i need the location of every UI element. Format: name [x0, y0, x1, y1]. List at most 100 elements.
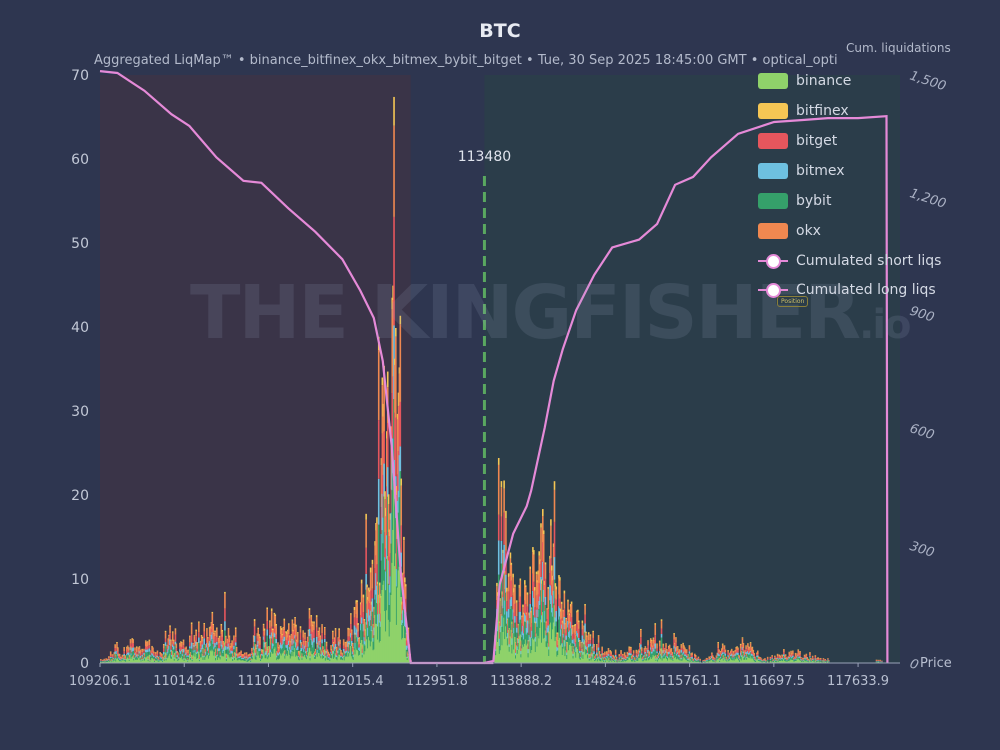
legend-item-bitfinex[interactable]: bitfinex [758, 96, 941, 126]
long-bar-bitget [314, 653, 316, 656]
short-bar-bitfinex [550, 519, 552, 526]
short-bar-okx [655, 655, 657, 657]
long-bar-bybit [387, 583, 390, 620]
long-bar-binance [121, 660, 124, 663]
short-bar-bitmex [571, 639, 574, 644]
legend-item-bitget[interactable]: bitget [758, 126, 941, 156]
short-bar-okx [748, 647, 751, 650]
short-bar-bitget [622, 658, 625, 660]
short-bar-bitfinex [637, 650, 639, 652]
long-bar-bybit [366, 624, 368, 640]
short-bar-bitmex [585, 645, 587, 650]
long-bar-bybit [172, 649, 175, 655]
short-bar-okx [670, 648, 673, 652]
legend-item-bybit[interactable]: bybit [758, 186, 941, 216]
short-bar-binance [602, 660, 604, 663]
short-bar-okx [819, 658, 822, 660]
short-bar-bitmex [542, 561, 544, 581]
long-bar-bitget [286, 640, 288, 646]
short-bar-binance [659, 659, 662, 663]
long-bar-bitfinex [395, 486, 398, 496]
short-bar-okx [757, 656, 760, 658]
short-bar-binance [705, 661, 708, 663]
legend-item-cumulated-short[interactable]: Cumulated short liqs [758, 246, 941, 275]
short-bar-binance [794, 660, 797, 663]
short-bar-bitmex [594, 658, 596, 660]
long-bar-bybit [190, 648, 193, 655]
long-bar-binance [383, 580, 385, 663]
long-bar-bybit [176, 656, 179, 659]
long-bar-bitget [348, 647, 350, 652]
long-bar-bitfinex [215, 648, 217, 650]
long-bar-binance [223, 656, 225, 663]
short-bar-bybit [806, 660, 809, 662]
long-bar-bitmex [289, 649, 292, 654]
short-bar-bitget [738, 658, 741, 660]
short-bar-bitmex [595, 652, 598, 656]
long-bar-bitfinex [391, 297, 394, 310]
short-bar-okx [740, 651, 743, 654]
legend-item-binance[interactable]: binance [758, 66, 941, 96]
short-bar-bitget [788, 654, 791, 657]
long-bar-bitfinex [300, 642, 303, 643]
long-bar-bybit [169, 645, 171, 654]
short-bar-bybit [499, 632, 502, 651]
long-bar-bitfinex [259, 636, 261, 638]
short-bar-binance [781, 660, 783, 663]
long-bar-bybit [248, 658, 251, 661]
long-bar-bybit [268, 654, 270, 658]
short-bar-bitmex [789, 657, 791, 659]
short-bar-okx [827, 658, 829, 660]
long-bar-bybit [129, 649, 132, 656]
long-bar-bybit [365, 589, 367, 623]
long-bar-bybit [264, 655, 267, 659]
long-bar-bitfinex [130, 646, 133, 648]
short-bar-okx [792, 650, 794, 655]
long-bar-bybit [198, 642, 200, 652]
short-bar-bitmex [538, 600, 540, 609]
short-bar-bitget [811, 657, 814, 660]
short-bar-bitfinex [721, 648, 723, 650]
long-bar-bybit [251, 655, 253, 659]
cumulated-long-line [99, 70, 494, 665]
long-bar-bitfinex [399, 315, 402, 325]
short-bar-binance [665, 656, 667, 663]
long-bar-bitmex [351, 651, 354, 655]
long-bar-okx [171, 651, 173, 653]
short-bar-bybit [658, 653, 661, 658]
short-bar-bybit [797, 656, 800, 659]
short-bar-okx [797, 649, 800, 653]
short-bar-bitmex [781, 657, 783, 659]
long-bar-binance [365, 622, 367, 663]
legend-item-bitmex[interactable]: bitmex [758, 156, 941, 186]
legend-item-cumulated-long[interactable]: Cumulated long liqs [758, 275, 941, 304]
long-bar-bybit [230, 652, 233, 657]
short-bar-okx [694, 653, 696, 657]
short-bar-bitfinex [640, 647, 643, 649]
short-bar-okx [585, 633, 587, 641]
long-bar-bitfinex [301, 653, 304, 654]
long-bar-okx [235, 647, 238, 652]
short-bar-okx [568, 615, 571, 624]
short-bar-bitget [671, 654, 674, 656]
long-bar-bybit [221, 648, 224, 657]
short-bar-okx [711, 652, 713, 655]
short-bar-bitget [632, 653, 635, 656]
short-bar-bitmex [720, 656, 722, 659]
long-bar-binance [167, 657, 170, 663]
short-bar-bitget [541, 601, 543, 616]
long-bar-bitfinex [270, 608, 273, 612]
long-bar-bitmex [163, 658, 166, 660]
long-bar-bitget [247, 656, 250, 659]
short-bar-bitmex [721, 652, 724, 655]
short-bar-binance [676, 658, 679, 663]
long-bar-bitfinex [210, 622, 213, 624]
short-bar-bitmex [602, 657, 604, 659]
long-bar-okx [137, 647, 140, 652]
long-bar-bybit [261, 655, 264, 659]
long-bar-bitget [310, 626, 313, 634]
long-bar-bitmex [122, 658, 125, 660]
legend-item-okx[interactable]: okx [758, 216, 941, 246]
short-bar-okx [728, 656, 730, 658]
long-bar-bitfinex [378, 582, 381, 586]
